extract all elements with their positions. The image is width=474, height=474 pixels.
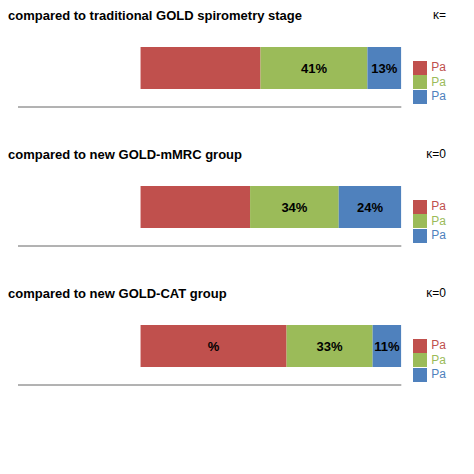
- svg-text:24%: 24%: [357, 200, 383, 215]
- html-text:Pa: Pa: [431, 59, 446, 74]
- html-text:Pa: Pa: [431, 74, 446, 89]
- html-text:Pa: Pa: [431, 367, 446, 382]
- html-text:Pa: Pa: [431, 352, 446, 367]
- html-text:Pa: Pa: [431, 337, 446, 352]
- html-text:compared to new GOLD-CAT group: compared to new GOLD-CAT group: [8, 286, 227, 301]
- html-text:Pa: Pa: [431, 228, 446, 243]
- html-text:Pa: Pa: [431, 198, 446, 213]
- svg-text:33%: 33%: [317, 339, 343, 354]
- svg-text:41%: 41%: [301, 61, 327, 76]
- html-text:Pa: Pa: [431, 213, 446, 228]
- html-text:Pa: Pa: [431, 89, 446, 104]
- html-text:compared to new GOLD-mMRC grou: compared to new GOLD-mMRC group: [8, 147, 242, 162]
- html-text:κ=0: κ=0: [426, 286, 446, 300]
- svg-text:13%: 13%: [371, 61, 397, 76]
- svg-text:%: %: [208, 339, 220, 354]
- html-text:compared to traditional GOLD s: compared to traditional GOLD spirometry …: [8, 8, 302, 23]
- svg-text:34%: 34%: [281, 200, 307, 215]
- html-text:κ=0: κ=0: [426, 147, 446, 161]
- html-text:κ=: κ=: [433, 8, 446, 22]
- svg-text:11%: 11%: [374, 339, 400, 354]
